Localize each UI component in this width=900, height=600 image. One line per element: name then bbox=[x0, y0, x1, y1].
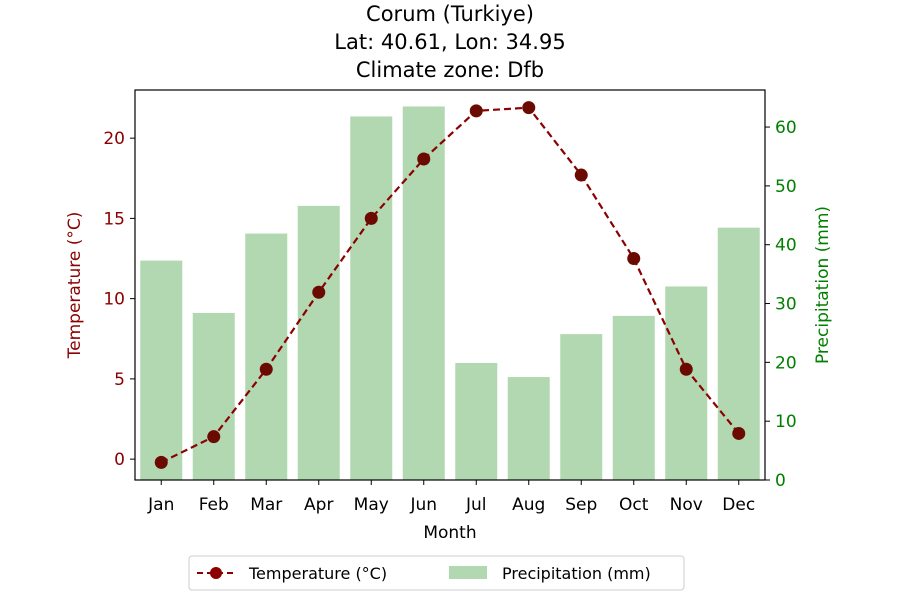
temperature-point-jul bbox=[469, 104, 483, 118]
x-tick-label: Sep bbox=[565, 495, 597, 515]
legend-frame bbox=[188, 555, 685, 591]
precipitation-bar-dec bbox=[717, 227, 760, 480]
x-tick-label: Mar bbox=[250, 495, 282, 515]
x-tick-label: Nov bbox=[670, 495, 703, 515]
precipitation-bar-may bbox=[350, 116, 393, 481]
y-left-tick-label: 15 bbox=[103, 209, 125, 229]
x-axis-ticks: Jan Feb Mar Apr May Jun Jul Aug Sep Oct Nov Dec bbox=[147, 480, 755, 515]
temperature-point-apr bbox=[312, 285, 326, 299]
temperature-point-mar bbox=[259, 362, 273, 376]
precipitation-bar-aug bbox=[507, 377, 550, 480]
y-left-axis-label: Temperature (°C) bbox=[65, 212, 85, 360]
precipitation-bar-sep bbox=[560, 334, 603, 480]
legend-temperature-label: Temperature (°C) bbox=[248, 564, 387, 583]
title-line-2: Lat: 40.61, Lon: 34.95 bbox=[334, 30, 565, 54]
x-tick-label: Dec bbox=[722, 495, 755, 515]
y-right-tick-label: 20 bbox=[775, 353, 797, 373]
y-right-tick-label: 30 bbox=[775, 295, 797, 315]
y-left-axis-ticks: 0 5 10 15 20 bbox=[103, 129, 135, 470]
precipitation-bar-oct bbox=[612, 315, 655, 480]
chart-title: Corum (Turkiye) Lat: 40.61, Lon: 34.95 C… bbox=[334, 2, 565, 82]
y-right-tick-label: 10 bbox=[775, 412, 797, 432]
legend-precipitation-label: Precipitation (mm) bbox=[502, 564, 651, 583]
temperature-line bbox=[160, 106, 740, 464]
precipitation-bar-feb bbox=[192, 312, 235, 480]
title-line-1: Corum (Turkiye) bbox=[366, 2, 534, 26]
y-left-tick-label: 5 bbox=[114, 370, 125, 390]
y-right-tick-label: 0 bbox=[775, 471, 786, 491]
x-tick-label: Apr bbox=[304, 495, 333, 515]
temperature-point-feb bbox=[207, 430, 221, 444]
precipitation-bar-jan bbox=[140, 260, 183, 480]
temperature-point-jan bbox=[154, 455, 168, 469]
y-left-tick-label: 20 bbox=[103, 129, 125, 149]
precipitation-bar-nov bbox=[665, 286, 708, 480]
y-left-tick-label: 0 bbox=[114, 450, 125, 470]
title-line-3: Climate zone: Dfb bbox=[356, 58, 544, 82]
precipitation-bar-jun bbox=[402, 106, 445, 481]
legend-precipitation-swatch bbox=[449, 566, 487, 579]
temperature-point-may bbox=[364, 211, 378, 225]
y-right-tick-label: 60 bbox=[775, 118, 797, 138]
y-right-tick-label: 50 bbox=[775, 177, 797, 197]
temperature-point-oct bbox=[627, 252, 641, 266]
y-left-tick-label: 10 bbox=[103, 290, 125, 310]
plot-frame bbox=[134, 89, 766, 481]
temperature-point-aug bbox=[522, 101, 536, 115]
y-right-axis-label: Precipitation (mm) bbox=[813, 206, 833, 364]
precipitation-bar-jul bbox=[455, 362, 498, 480]
x-tick-label: Jun bbox=[409, 495, 437, 515]
temperature-point-nov bbox=[679, 362, 693, 376]
x-axis-label: Month bbox=[423, 523, 476, 543]
x-tick-label: Jan bbox=[147, 495, 174, 515]
x-tick-label: Feb bbox=[199, 495, 229, 515]
temperature-point-jun bbox=[417, 152, 431, 166]
y-right-tick-label: 40 bbox=[775, 236, 797, 256]
x-tick-label: May bbox=[354, 495, 389, 515]
legend-temperature-marker bbox=[210, 567, 222, 579]
precipitation-bar-apr bbox=[297, 205, 340, 480]
x-tick-label: Aug bbox=[512, 495, 545, 515]
temperature-point-sep bbox=[574, 168, 588, 182]
precipitation-bar-mar bbox=[245, 233, 288, 480]
temperature-series bbox=[154, 101, 746, 469]
x-tick-label: Oct bbox=[619, 495, 649, 515]
precipitation-bars bbox=[140, 106, 760, 481]
y-right-axis-ticks: 0 10 20 30 40 50 60 bbox=[765, 118, 797, 491]
legend: Temperature (°C) Precipitation (mm) bbox=[188, 555, 685, 591]
x-tick-label: Jul bbox=[465, 495, 487, 515]
temperature-point-dec bbox=[732, 426, 746, 440]
